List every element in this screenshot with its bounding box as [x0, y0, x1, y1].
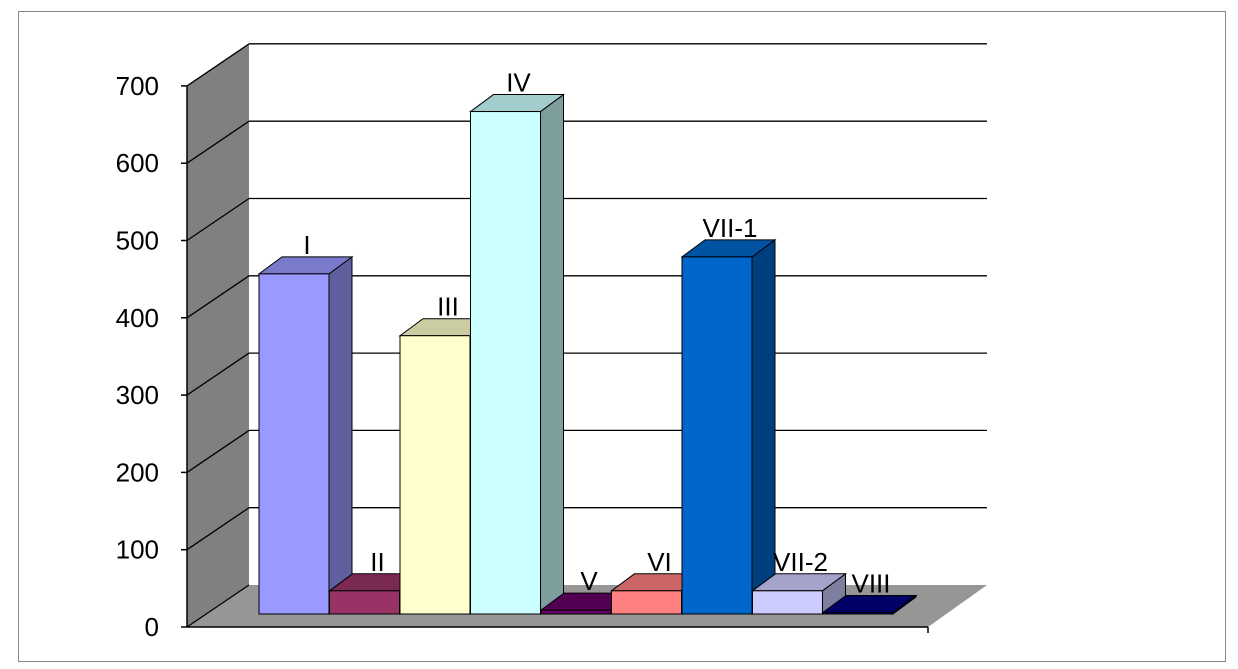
y-tick-label: 0: [145, 612, 159, 642]
gridline-diagonal: [186, 429, 250, 473]
y-tick-label: 400: [116, 303, 159, 333]
bar-VII-2: [750, 572, 848, 615]
data-label: V: [580, 566, 598, 596]
bar-front: [681, 256, 753, 615]
gridline-diagonal: [186, 275, 250, 319]
data-label: VII-1: [703, 213, 758, 243]
bar-front: [399, 335, 471, 615]
bar-side: [328, 255, 353, 615]
side-wall: [187, 43, 249, 627]
bar-front: [611, 590, 682, 615]
data-label: I: [303, 230, 310, 260]
bar-side: [540, 93, 564, 615]
data-label: III: [437, 292, 459, 322]
bar-front: [329, 590, 400, 615]
data-label: VI: [647, 547, 672, 577]
bar-front: [540, 609, 612, 615]
gridline-diagonal: [186, 197, 250, 242]
data-label: VIII: [851, 568, 890, 598]
bar-side: [751, 238, 776, 615]
bars: [257, 93, 918, 615]
bar-VII-1: [680, 238, 777, 615]
gridline-diagonal: [186, 507, 250, 551]
y-tick-label: 600: [116, 148, 159, 178]
gridline-diagonal: [186, 584, 250, 628]
bar-VIII: [821, 594, 918, 615]
bar-front: [752, 590, 823, 615]
data-label: VII-2: [773, 547, 828, 577]
data-label: II: [370, 547, 384, 577]
bar-I: [257, 255, 354, 615]
gridlines: [186, 43, 987, 628]
y-tick-label: 700: [116, 71, 159, 101]
bar-IV: [468, 93, 566, 615]
bar-front: [822, 611, 894, 615]
bar-front: [470, 111, 541, 615]
data-label: IV: [506, 68, 531, 98]
y-axis: 0 100 200 300 400 500 600 700: [116, 71, 929, 642]
y-tick-label: 100: [116, 535, 159, 565]
y-tick-label: 200: [116, 457, 159, 487]
gridline-diagonal: [186, 120, 250, 164]
gridline-diagonal: [186, 352, 250, 396]
y-tick-label: 300: [116, 380, 159, 410]
gridline-diagonal: [186, 43, 250, 87]
y-tick-label: 500: [116, 226, 159, 256]
bar-front: [258, 273, 330, 615]
